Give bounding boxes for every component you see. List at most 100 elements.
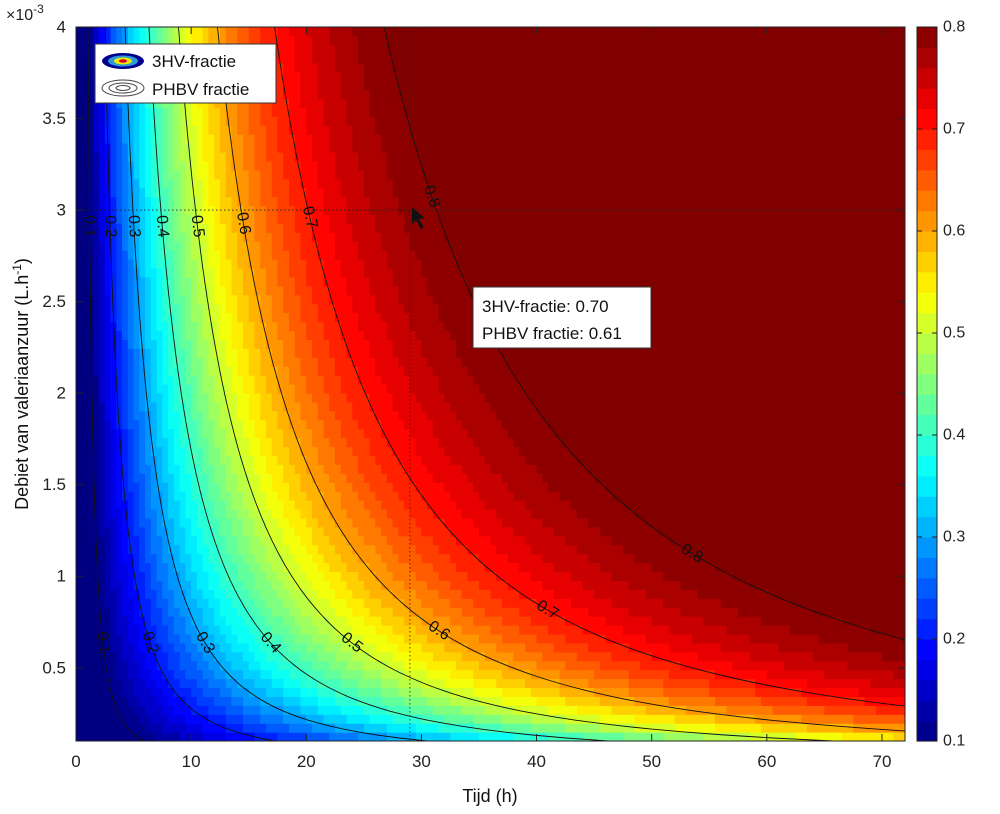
heat-cell [300, 580, 307, 590]
heat-cell [784, 607, 791, 617]
heat-cell [145, 455, 152, 465]
heat-cell [525, 687, 532, 697]
heat-cell [254, 517, 261, 528]
heat-cell [657, 473, 664, 483]
heat-cell [294, 491, 302, 501]
heat-cell [139, 482, 146, 492]
heat-cell [530, 571, 538, 581]
heat-cell [812, 500, 820, 510]
heat-cell [179, 607, 186, 617]
heat-cell [242, 535, 250, 546]
heat-cell [881, 624, 889, 635]
heat-cell [691, 616, 699, 626]
heat-cell [369, 616, 376, 626]
heat-cell [467, 687, 474, 697]
heat-cell [599, 491, 607, 501]
heat-cell [404, 482, 411, 492]
heat-cell [415, 732, 423, 741]
heat-cell [513, 714, 520, 724]
heat-cell [611, 526, 618, 537]
heat-cell [548, 428, 555, 439]
heat-cell [818, 526, 826, 537]
heat-cell [444, 571, 451, 581]
heat-cell [536, 660, 543, 671]
heat-cell [519, 660, 526, 671]
heat-cell [691, 562, 699, 573]
heat-cell [404, 508, 411, 519]
heat-cell [329, 696, 336, 706]
heat-cell [680, 642, 687, 653]
heat-cell [830, 526, 837, 537]
heat-cell [398, 446, 405, 456]
heat-cell [507, 696, 515, 706]
heat-cell [208, 473, 215, 483]
heat-cell [548, 669, 555, 680]
heat-cell [761, 562, 768, 573]
heat-cell [565, 464, 572, 474]
heat-cell [812, 624, 820, 635]
heat-cell [432, 437, 440, 448]
heat-cell [145, 517, 152, 528]
heat-cell [185, 571, 192, 581]
heat-cell [421, 598, 428, 608]
heat-cell [709, 482, 716, 492]
heat-cell [312, 714, 319, 724]
heat-cell [444, 437, 451, 448]
heat-cell [312, 482, 319, 492]
heat-cell [432, 428, 440, 439]
heat-cell [283, 598, 290, 608]
heat-cell [346, 660, 353, 671]
heat-cell [841, 633, 849, 644]
heat-cell [732, 571, 739, 581]
heat-cell [599, 687, 607, 697]
heat-cell [248, 482, 256, 492]
heat-cell [127, 446, 135, 456]
heat-cell [841, 705, 849, 715]
heat-cell [323, 473, 330, 483]
heat-cell [122, 508, 129, 519]
heat-cell [231, 455, 238, 465]
heat-cell [467, 571, 474, 581]
heat-cell [899, 517, 905, 528]
heat-cell [185, 642, 192, 653]
heat-cell [640, 598, 647, 608]
heat-cell [173, 651, 181, 662]
heat-cell [870, 526, 877, 537]
heat-cell [536, 723, 543, 733]
heat-cell [507, 633, 515, 644]
heat-cell [611, 437, 618, 448]
heat-cell [887, 723, 895, 733]
heat-cell [881, 482, 889, 492]
heat-cell [571, 660, 578, 671]
heat-cell [870, 553, 877, 564]
heat-cell [703, 580, 710, 590]
heat-cell [807, 714, 814, 724]
heat-cell [110, 508, 117, 519]
heat-cell [766, 651, 774, 662]
heat-cell [265, 526, 273, 537]
heat-cell [703, 562, 710, 573]
heat-cell [657, 562, 664, 573]
heat-cell [289, 642, 296, 653]
heat-cell [150, 660, 158, 671]
heat-cell [697, 642, 705, 653]
heat-cell [145, 651, 152, 662]
heat-cell [231, 553, 238, 564]
heat-cell [553, 500, 561, 510]
heat-cell [99, 705, 106, 715]
heat-cell [795, 491, 802, 501]
heat-cell [179, 624, 186, 635]
heat-cell [214, 687, 221, 697]
heat-cell [743, 669, 751, 680]
heat-cell [335, 544, 342, 555]
heat-cell [824, 455, 831, 465]
heat-cell [513, 616, 520, 626]
heat-cell [375, 723, 382, 733]
heat-cell [294, 696, 302, 706]
heat-cell [801, 482, 808, 492]
heat-cell [576, 616, 584, 626]
heat-cell [116, 473, 123, 483]
heat-cell [450, 535, 457, 546]
heat-cell [755, 660, 762, 671]
heat-cell [738, 624, 745, 635]
